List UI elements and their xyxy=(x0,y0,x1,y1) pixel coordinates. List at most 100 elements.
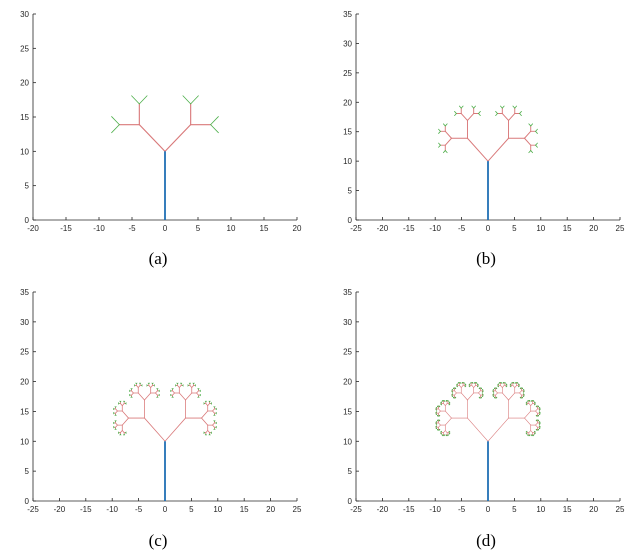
leaf-segment xyxy=(442,123,446,127)
leaf-segment xyxy=(182,95,192,105)
x-tick-label: 5 xyxy=(512,224,517,233)
branch-segment xyxy=(120,403,123,406)
leaf-segment xyxy=(530,123,533,127)
branch-segment xyxy=(524,130,532,139)
leaf-segment xyxy=(210,403,213,405)
leaf-segment xyxy=(177,382,179,385)
y-tick-label: 30 xyxy=(343,318,352,327)
branch-segment xyxy=(530,430,533,433)
branch-segment xyxy=(495,390,498,394)
leaf-segment xyxy=(471,105,475,109)
leaf-segment xyxy=(189,382,191,385)
fractal-tree-d xyxy=(435,381,541,442)
y-tick-label: 10 xyxy=(343,157,352,166)
x-tick-label: -5 xyxy=(458,224,466,233)
branch-segment xyxy=(535,408,538,412)
branch-segment xyxy=(144,417,166,442)
x-tick-label: 15 xyxy=(260,224,269,233)
branch-segment xyxy=(201,417,209,426)
panel-caption: (d) xyxy=(476,531,496,550)
y-tick-label: 30 xyxy=(343,39,352,48)
branch-segment xyxy=(207,430,210,434)
leaf-segment xyxy=(120,400,122,403)
leaf-segment xyxy=(205,400,207,403)
branch-segment xyxy=(466,113,475,121)
branch-segment xyxy=(205,403,209,406)
x-tick-label: 25 xyxy=(616,224,625,233)
branch-segment xyxy=(131,390,134,394)
branch-segment xyxy=(115,410,118,414)
x-tick-label: 0 xyxy=(163,224,168,233)
panel-caption: (c) xyxy=(149,531,168,550)
leaf-segment xyxy=(135,382,138,385)
branch-segment xyxy=(514,385,517,388)
branch-segment xyxy=(443,430,446,433)
leaf-segment xyxy=(535,142,538,146)
y-tick-label: 15 xyxy=(343,128,352,137)
x-tick-label: 0 xyxy=(486,224,491,233)
y-tick-label: 20 xyxy=(20,378,29,387)
leaf-segment xyxy=(146,384,148,386)
branch-segment xyxy=(164,124,192,152)
branch-segment xyxy=(444,403,448,406)
leaf-segment xyxy=(172,388,174,390)
branch-segment xyxy=(487,137,510,162)
branch-segment xyxy=(519,392,522,396)
branch-segment xyxy=(207,403,210,406)
leaf-segment xyxy=(473,105,476,109)
leaf-segment xyxy=(156,388,159,390)
y-tick-label: 0 xyxy=(25,497,30,506)
leaf-segment xyxy=(125,432,127,434)
fractal-tree-a xyxy=(111,95,219,152)
branch-segment xyxy=(508,113,516,121)
branch-segment xyxy=(443,403,446,406)
leaf-segment xyxy=(528,150,532,154)
branch-segment xyxy=(155,392,158,396)
leaf-segment xyxy=(535,128,538,132)
leaf-segment xyxy=(170,394,172,396)
branch-segment xyxy=(155,390,158,394)
branch-segment xyxy=(172,392,175,396)
branch-segment xyxy=(191,384,195,388)
leaf-segment xyxy=(438,128,441,132)
y-tick-label: 15 xyxy=(20,407,29,416)
leaf-segment xyxy=(171,396,174,398)
leaf-segment xyxy=(152,382,154,385)
branch-segment xyxy=(460,385,464,388)
leaf-segment xyxy=(514,105,518,109)
leaf-segment xyxy=(215,422,217,425)
branch-segment xyxy=(120,430,123,434)
branch-segment xyxy=(467,417,489,442)
leaf-segment xyxy=(148,382,150,385)
leaf-segment xyxy=(133,384,136,386)
branch-segment xyxy=(444,417,452,426)
branch-segment xyxy=(501,113,510,121)
y-tick-label: 35 xyxy=(20,288,29,297)
branch-segment xyxy=(144,392,152,401)
leaf-segment xyxy=(175,384,177,386)
x-tick-label: 0 xyxy=(163,505,168,514)
leaf-segment xyxy=(519,111,522,114)
branch-segment xyxy=(438,410,441,414)
leaf-segment xyxy=(114,414,116,416)
branch-segment xyxy=(438,408,441,412)
leaf-segment xyxy=(113,426,115,428)
branch-segment xyxy=(137,392,145,401)
branch-segment xyxy=(535,410,538,414)
y-tick-label: 0 xyxy=(348,497,353,506)
branch-segment xyxy=(466,137,489,162)
leaf-segment xyxy=(460,105,464,109)
branch-segment xyxy=(495,392,498,396)
leaf-segment xyxy=(454,111,457,114)
branch-segment xyxy=(478,392,481,396)
branch-segment xyxy=(444,410,452,419)
leaf-segment xyxy=(458,105,462,109)
x-tick-label: -15 xyxy=(403,224,415,233)
panel-a: -20 -15 -10 -5 0 5 10 15 20 0 5 10 15 20 25 30 (a) xyxy=(20,10,302,268)
x-tick-label: -5 xyxy=(458,505,466,514)
fractal-tree-c xyxy=(113,382,217,442)
x-tick-label: 10 xyxy=(536,505,545,514)
x-tick-label: 20 xyxy=(266,505,275,514)
leaf-segment xyxy=(198,388,200,390)
panel-b: -25 -20 -15 -10 -5 0 5 10 15 20 25 0 5 10 15 20 25 30 35 (b… xyxy=(343,10,625,268)
